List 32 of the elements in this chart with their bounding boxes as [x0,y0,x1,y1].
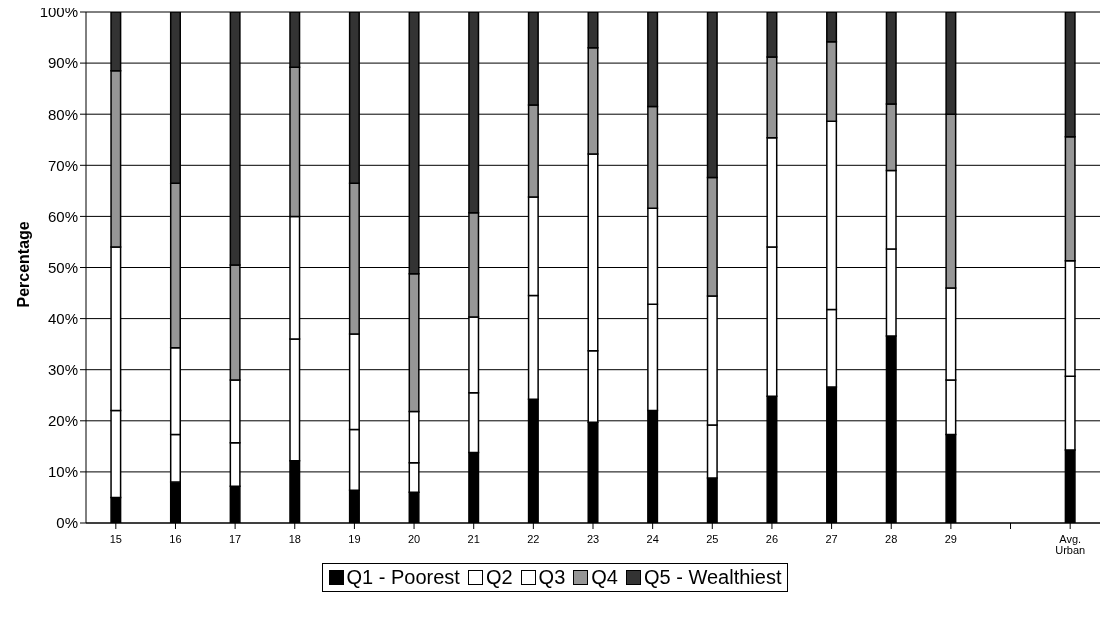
y-tick-label: 10% [47,463,78,481]
legend-label: Q4 [591,566,618,589]
y-tick-label: 60% [47,207,78,225]
x-tick-label: 27 [825,532,838,545]
legend-label: Q2 [485,566,513,589]
x-tick-label: 29 [944,532,958,545]
legend-label: Q3 [538,566,566,589]
y-tick-label: 90% [47,54,78,72]
y-tick-label: 40% [47,309,78,327]
x-tick-label: 26 [765,532,779,545]
x-tick-label: 20 [407,532,421,545]
x-tick-label: Avg. Urban [1055,532,1086,556]
x-tick-label: 16 [169,532,182,545]
x-tick-label: 24 [646,532,659,545]
y-tick-label: 30% [47,361,78,379]
x-tick-label: 17 [228,532,242,545]
x-tick-label: 28 [885,532,898,545]
x-tick-label: 25 [706,532,719,545]
x-tick-label: 15 [109,532,122,545]
y-tick-label: 0% [56,514,78,532]
y-tick-label: 50% [47,258,78,276]
legend-label: Q5 - Wealthiest [643,566,782,589]
x-tick-label: 19 [348,532,361,545]
y-tick-label: 80% [47,105,78,123]
x-tick-label: 21 [467,532,480,545]
x-tick-label: 23 [586,532,600,545]
y-axis-title: Percentage [14,221,32,308]
x-tick-label: 22 [527,532,540,545]
legend-label: Q1 - Poorest [346,566,460,589]
x-tick-label: 18 [288,532,301,545]
y-tick-label: 70% [47,156,78,174]
y-tick-label: 20% [47,412,78,430]
